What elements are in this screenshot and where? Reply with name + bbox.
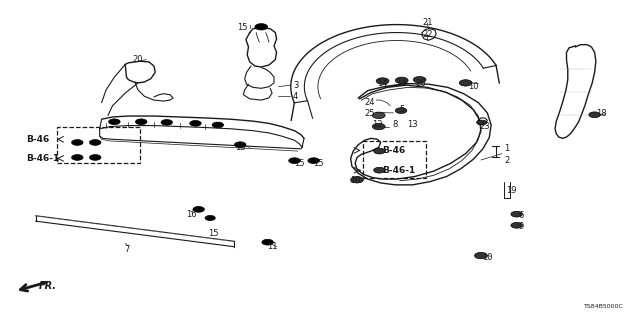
Text: 21: 21 <box>422 19 433 28</box>
Circle shape <box>374 148 385 154</box>
Text: 19: 19 <box>506 186 517 195</box>
Circle shape <box>376 78 389 84</box>
Circle shape <box>374 167 385 173</box>
Circle shape <box>161 120 173 125</box>
Text: 23: 23 <box>479 122 490 131</box>
Text: 10: 10 <box>482 253 493 262</box>
Circle shape <box>396 108 407 114</box>
Circle shape <box>189 121 201 126</box>
Text: 7: 7 <box>124 245 130 254</box>
Text: 18: 18 <box>596 109 606 118</box>
Circle shape <box>308 158 319 164</box>
Circle shape <box>351 177 364 183</box>
Circle shape <box>255 24 268 30</box>
Circle shape <box>372 123 385 130</box>
Circle shape <box>72 140 83 145</box>
Circle shape <box>212 122 223 128</box>
Text: 24: 24 <box>365 98 375 107</box>
Text: 22: 22 <box>422 30 433 39</box>
Circle shape <box>262 239 273 245</box>
Text: 12: 12 <box>372 120 383 130</box>
Text: 8: 8 <box>393 120 398 130</box>
Text: 10: 10 <box>468 82 479 91</box>
Text: 15: 15 <box>294 159 305 168</box>
Text: 14: 14 <box>378 79 388 88</box>
Circle shape <box>372 112 385 119</box>
Circle shape <box>234 142 246 148</box>
Text: 15: 15 <box>235 143 245 152</box>
Text: 26: 26 <box>415 79 426 88</box>
Circle shape <box>477 120 486 124</box>
Text: 6: 6 <box>518 211 524 220</box>
Text: 15: 15 <box>208 229 219 238</box>
Circle shape <box>90 140 101 145</box>
Text: B-46-1: B-46-1 <box>383 166 416 175</box>
Circle shape <box>396 77 408 84</box>
Bar <box>57 126 140 163</box>
Text: 10: 10 <box>350 176 360 185</box>
Text: 1: 1 <box>504 144 509 153</box>
Text: TS84B5000C: TS84B5000C <box>584 304 623 309</box>
Text: 5: 5 <box>399 105 404 114</box>
Text: 15: 15 <box>237 23 247 32</box>
Circle shape <box>460 80 472 86</box>
Circle shape <box>511 222 522 228</box>
Text: B-46-1: B-46-1 <box>26 154 60 163</box>
Text: 14: 14 <box>397 79 407 88</box>
Text: 2: 2 <box>504 156 509 164</box>
Circle shape <box>109 119 120 124</box>
Text: 3: 3 <box>293 81 298 90</box>
Circle shape <box>72 155 83 160</box>
Text: 20: 20 <box>132 55 143 64</box>
Circle shape <box>193 206 204 212</box>
Text: 11: 11 <box>268 242 278 251</box>
Text: 9: 9 <box>518 222 524 231</box>
Circle shape <box>511 211 522 217</box>
Circle shape <box>205 215 215 220</box>
Text: 25: 25 <box>365 109 375 118</box>
Text: B-46: B-46 <box>26 135 49 144</box>
Text: 4: 4 <box>293 92 298 101</box>
Circle shape <box>136 119 147 124</box>
Circle shape <box>474 252 487 259</box>
Text: 13: 13 <box>407 120 418 130</box>
Text: 15: 15 <box>313 159 323 168</box>
Circle shape <box>589 112 600 118</box>
Text: 16: 16 <box>186 210 196 219</box>
Bar <box>364 141 426 178</box>
Circle shape <box>90 155 101 160</box>
Text: B-46: B-46 <box>383 146 406 155</box>
Text: FR.: FR. <box>39 281 57 291</box>
Circle shape <box>413 76 426 83</box>
Circle shape <box>289 158 300 164</box>
